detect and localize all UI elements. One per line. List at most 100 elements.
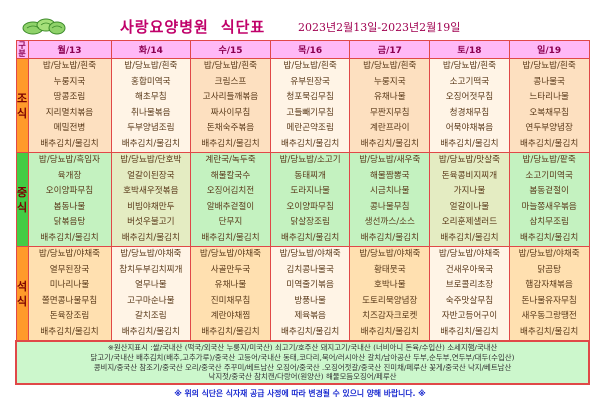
menu-item: 계란야채찜 xyxy=(210,311,251,321)
menu-item: 크림스프 xyxy=(214,76,247,87)
menu-item: 배추김치/물김치 xyxy=(201,232,260,243)
menu-item: 시금치나물 xyxy=(370,186,410,196)
menu-item: 밥/당뇨밥/야채죽 xyxy=(38,249,101,259)
dinner-menu-cell: 밥/당뇨밥/야채죽 김치콩나물국 미역줄기볶음 방풍나물 제육볶음 배추김치/물김치 xyxy=(269,246,351,342)
menu-item: 배추김치/물김치 xyxy=(281,326,340,337)
menu-item: 오리훈제샐러드 xyxy=(441,217,498,227)
menu-item: 배추김치/물김치 xyxy=(360,138,419,149)
page-title: 사랑요양병원 식단표 xyxy=(120,16,265,37)
menu-item: 돈나물유자무침 xyxy=(521,295,577,306)
menu-item: 배추김치/물김치 xyxy=(281,138,340,149)
menu-item: 누룽지국 xyxy=(373,76,406,87)
menu-item: 닭살장조림 xyxy=(290,217,330,227)
menu-item: 고들빼기무침 xyxy=(286,107,334,118)
lunch-menu-cell: 밥/당뇨밥/맛살죽 돈육콩비지찌개 가지나물 얼갈이나물 오리훈제샐러드 배추김치/물김치 xyxy=(429,152,510,247)
menu-item: 햄감자채볶음 xyxy=(525,280,573,290)
menu-item: 황태뭇국 xyxy=(373,264,406,275)
meal-label-char: 식 xyxy=(16,294,28,308)
menu-item: 콩나물무침 xyxy=(370,201,410,212)
menu-item: 배추김치/물김치 xyxy=(121,232,180,243)
origin-line: ※원산지표시 :쌀/국내산 (떡국/외국산 누룽지/미국산) 쇠고기/호주산 돼… xyxy=(107,343,498,352)
day-header: 토/18 xyxy=(429,40,510,59)
menu-item: 밥/당뇨밥/야채죽 xyxy=(120,249,182,259)
menu-item: 가지나물 xyxy=(453,186,486,196)
breakfast-menu-cell: 밥/당뇨밥/흰죽 유부된장국 청포묵김무침 고들빼기무침 메란곤약조림 배추김치/물김치 xyxy=(269,58,351,153)
menu-item: 밥/당뇨밥/흰죽 xyxy=(42,61,97,71)
menu-item: 배추김치/물김치 xyxy=(201,326,260,337)
origin-line: 콩비지/중국산 참조기/중국산 오리/중국산 주꾸미/베트남산 오징어/중국산 … xyxy=(93,362,512,372)
menu-item: 얼갈이된장국 xyxy=(127,170,175,181)
menu-item: 호박새우젓볶음 xyxy=(123,186,179,196)
menu-item: 사골만두국 xyxy=(210,264,251,275)
meal-label-char: 중 xyxy=(16,185,28,199)
menu-item: 해물칼국수 xyxy=(210,170,251,181)
menu-item: 돈육콩비지찌개 xyxy=(441,170,498,181)
menu-item: 메밀전병 xyxy=(53,123,86,133)
day-header: 월/13 xyxy=(27,40,112,59)
menu-item: 배추김치/물김치 xyxy=(520,326,579,337)
menu-item: 짜사이무침 xyxy=(210,107,251,118)
menu-item: 배추김치/물김치 xyxy=(281,232,340,243)
menu-item: 브로콜리초장 xyxy=(445,280,494,290)
dinner-menu-cell: 밥/당뇨밥/야채죽 건새우아욱국 브로콜리초장 숙주맛살무침 자반고등어구이 배추김치/물… xyxy=(429,246,510,342)
menu-item: 마늘쫑새우볶음 xyxy=(521,201,577,212)
menu-item: 열무나물 xyxy=(135,280,167,290)
menu-item: 김치콩나물국 xyxy=(286,264,334,275)
menu-item: 밥/당뇨밥/흰죽 xyxy=(363,61,417,71)
menu-item: 제육볶음 xyxy=(294,311,326,321)
meal-label-char: 식 xyxy=(16,106,28,120)
menu-item: 숙주맛살무침 xyxy=(445,295,494,306)
menu-item: 단무지 xyxy=(218,217,243,227)
menu-item: 동태찌개 xyxy=(294,170,326,181)
menu-item: 배추김치/물김치 xyxy=(121,326,180,337)
menu-item: 닭볶음탕 xyxy=(53,217,86,227)
menu-item: 오이양파무침 xyxy=(286,201,334,212)
lunch-menu-cell: 계란국/녹두죽 해물칼국수 오징어김치전 알배추겉절이 단무지 배추김치/물김치 xyxy=(190,152,271,247)
dinner-menu-cell: 밥/당뇨밥/야채죽 황태뭇국 호박나물 도토리묵양념장 치즈감자크로켓 배추김치/물김치 xyxy=(349,246,431,342)
menu-item: 갈치조림 xyxy=(135,311,167,321)
breakfast-row: 조 식 밥/당뇨밥/흰죽 누룽지국 땅콩조림 지리멸치볶음 메밀전병 배추김치/물김치 밥/당뇨… xyxy=(15,58,590,153)
menu-item: 밥/당뇨밥/야채죽 xyxy=(438,249,501,259)
menu-item: 홍합미역국 xyxy=(131,76,171,87)
menu-item: 소고기미역국 xyxy=(525,170,573,181)
menu-item: 어묵야채볶음 xyxy=(445,123,494,133)
menu-item: 미역줄기볶음 xyxy=(286,280,334,290)
menu-item: 밥/당뇨밥/흰죽 xyxy=(442,61,497,71)
menu-item: 배추김치/물김치 xyxy=(440,138,499,149)
dinner-menu-cell: 밥/당뇨밥/야채죽 열무된장국 미나리나물 쫄면콩나물무침 돈육장조림 배추김치/물김치 xyxy=(27,246,112,342)
menu-item: 콩나물국 xyxy=(533,76,565,87)
menu-item: 오징어젓무침 xyxy=(445,92,494,102)
menu-item: 배추김치/물김치 xyxy=(520,232,579,243)
menu-item: 삼치무조림 xyxy=(529,217,569,227)
date-range: 2023년2월13일-2023년2월19일 xyxy=(298,21,461,34)
menu-item: 배추김치/물김치 xyxy=(201,138,260,149)
menu-item: 땅콩조림 xyxy=(53,92,86,102)
menu-item: 봄동나물 xyxy=(53,201,86,212)
meal-label-char: 석 xyxy=(16,279,28,293)
meal-label-char: 식 xyxy=(16,200,28,214)
gubun-header: 구분 xyxy=(15,40,29,59)
day-header: 수/15 xyxy=(190,40,271,59)
menu-item: 해물짬뽕국 xyxy=(370,170,410,181)
lunch-menu-cell: 밥/당뇨밥/새우죽 해물짬뽕국 시금치나물 콩나물무침 생선까스/소스 배추김치/물김치 xyxy=(349,152,431,247)
menu-item: 유부된장국 xyxy=(290,76,330,87)
origin-info: ※원산지표시 :쌀/국내산 (떡국/외국산 누룽지/미국산) 쇠고기/호주산 돼… xyxy=(15,339,590,386)
menu-item: 밥/당뇨밥/흰죽 xyxy=(522,61,576,71)
dinner-menu-cell: 밥/당뇨밥/야채죽 사골만두국 유채나물 진미채무침 계란야채찜 배추김치/물김치 xyxy=(190,246,271,342)
menu-item: 두부양념조림 xyxy=(127,123,175,133)
origin-line: 닭고기/국내산 배추김치(배추,고추가루)/중국산 고등어/국내산 동태,코다리… xyxy=(90,352,515,362)
menu-item: 계란프라이 xyxy=(370,123,410,133)
menu-item: 고사리들깨볶음 xyxy=(202,92,259,102)
origin-row: ※원산지표시 :쌀/국내산 (떡국/외국산 누룽지/미국산) 쇠고기/호주산 돼… xyxy=(15,339,590,386)
hospital-name: 사랑요양병원 xyxy=(120,18,209,36)
dinner-row: 석 식 밥/당뇨밥/야채죽 열무된장국 미나리나물 쫄면콩나물무침 돈육장조림 배추김치/물김… xyxy=(15,246,590,342)
day-header: 목/16 xyxy=(269,40,351,59)
menu-item: 유채나물 xyxy=(214,280,247,290)
day-header: 일/19 xyxy=(508,40,590,59)
menu-item: 진미채무침 xyxy=(210,295,251,306)
menu-item: 육개장 xyxy=(57,170,82,181)
breakfast-menu-cell: 밥/당뇨밥/흰죽 누룽지국 유채나물 무짠지무침 계란프라이 배추김치/물김치 xyxy=(349,58,431,153)
breakfast-menu-cell: 밥/당뇨밥/흰죽 소고기떡국 오징어젓무침 청경채무침 어묵야채볶음 배추김치/물김치 xyxy=(429,58,510,153)
